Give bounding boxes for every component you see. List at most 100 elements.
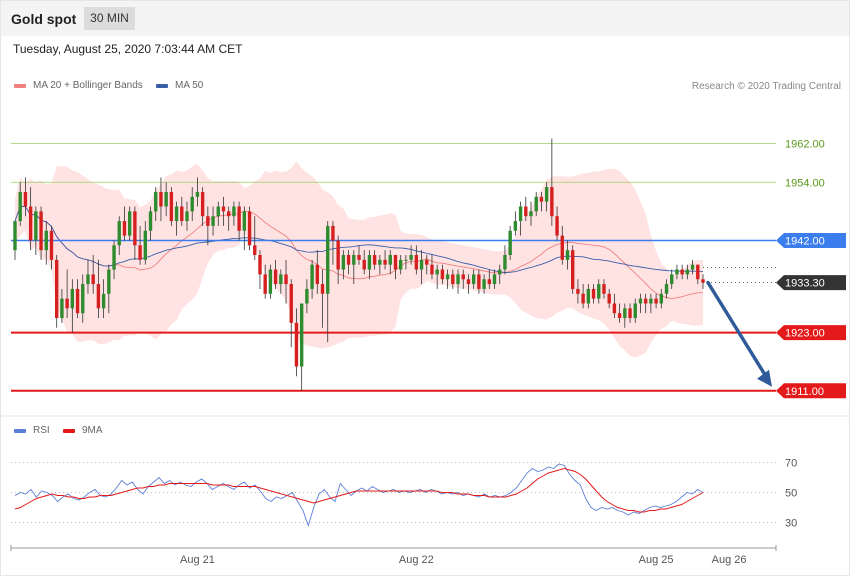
- candle-down: [263, 274, 267, 294]
- candle-up: [299, 303, 304, 367]
- candle-up: [690, 264, 695, 270]
- candle-down: [91, 274, 95, 285]
- candle-up: [18, 191, 22, 222]
- candle-down: [221, 206, 226, 212]
- candle-down: [336, 240, 340, 270]
- candle-down: [643, 298, 648, 304]
- instrument-title: Gold spot: [11, 11, 77, 27]
- candle-up: [211, 216, 215, 226]
- candle-up: [482, 279, 486, 289]
- candle-down: [414, 255, 419, 270]
- candle-up: [508, 230, 512, 255]
- candle-up: [435, 269, 439, 275]
- candle-up: [60, 298, 64, 319]
- rsi-level-label: 50: [785, 488, 797, 500]
- candle-up: [164, 191, 168, 207]
- candle-up: [529, 211, 533, 217]
- candle-up: [148, 211, 153, 231]
- candle-up: [544, 187, 549, 202]
- candle-down: [226, 211, 231, 217]
- candle-down: [461, 274, 465, 280]
- candle-up: [112, 245, 116, 270]
- candle-down: [440, 269, 445, 280]
- candle-up: [498, 269, 502, 275]
- candle-down: [576, 288, 580, 294]
- candle-down: [539, 196, 544, 202]
- candle-up: [216, 206, 220, 217]
- candle-down: [393, 255, 398, 270]
- rsi-ma-line: [14, 467, 704, 513]
- level-tag-1923-00: [776, 325, 846, 341]
- candle-up: [232, 206, 236, 217]
- candle-down: [169, 191, 174, 222]
- candle-up: [649, 298, 653, 304]
- candle-down: [581, 293, 585, 304]
- candle-up: [503, 255, 507, 270]
- candle-down: [555, 216, 559, 236]
- candle-down: [430, 264, 434, 275]
- candle-up: [190, 196, 194, 212]
- candle-down: [331, 225, 335, 241]
- candle-down: [65, 298, 69, 309]
- level-labels: 1962.00 1954.00 1942.00 1933.30 1923.00 1911.…: [776, 138, 846, 399]
- candle-down: [315, 264, 320, 285]
- legend-rsi-ma: 9MA: [63, 425, 103, 436]
- candle-up: [492, 274, 497, 285]
- candle-up: [367, 255, 372, 270]
- candle-up: [586, 288, 591, 304]
- header-bar: [0, 0, 850, 36]
- ma20-swatch-icon: [14, 83, 26, 88]
- credit-text: Research © 2020 Trading Central: [691, 81, 841, 92]
- legend-ma50-label: MA 50: [175, 80, 204, 91]
- candle-up: [13, 221, 17, 251]
- candle-down: [477, 274, 481, 289]
- candle-down: [696, 264, 700, 280]
- candle-up: [185, 211, 189, 222]
- candle-down: [206, 216, 210, 226]
- timestamp: Tuesday, August 25, 2020 7:03:44 AM CET: [13, 42, 243, 56]
- level-tag-1933-30: [776, 275, 846, 291]
- candle-down: [550, 187, 554, 217]
- candle-down: [122, 221, 127, 236]
- timeframe-badge[interactable]: 30 MIN: [84, 7, 135, 30]
- candle-down: [159, 191, 163, 207]
- candle-up: [471, 274, 476, 285]
- candle-up: [378, 259, 382, 265]
- candle-down: [602, 284, 606, 294]
- candle-up: [456, 274, 460, 285]
- candle-down: [425, 259, 429, 265]
- candle-down: [289, 284, 293, 323]
- candle-up: [305, 288, 309, 304]
- candle-up: [638, 298, 643, 304]
- candle-down: [362, 259, 366, 270]
- candle-down: [487, 279, 492, 285]
- candle-down: [75, 288, 80, 314]
- candle-down: [451, 274, 455, 285]
- candle-up: [81, 284, 85, 314]
- candle-up: [419, 259, 424, 270]
- candle-down: [273, 269, 278, 285]
- candle-up: [664, 284, 669, 294]
- candle-up: [86, 274, 90, 285]
- candle-up: [388, 255, 392, 265]
- candle-up: [534, 196, 538, 212]
- candle-up: [565, 250, 570, 260]
- rsi-level-label: 30: [785, 518, 797, 530]
- candle-up: [117, 221, 121, 246]
- legend-ma50: MA 50: [156, 80, 203, 91]
- candle-down: [372, 255, 377, 265]
- candle-down: [570, 250, 575, 289]
- candle-up: [268, 269, 273, 294]
- candle-down: [466, 279, 471, 285]
- candle-up: [195, 191, 200, 197]
- candle-down: [200, 191, 205, 217]
- candle-up: [127, 211, 132, 236]
- ma50-swatch-icon: [156, 83, 168, 88]
- candle-down: [253, 245, 257, 255]
- level-tag-1911-00: [776, 383, 846, 399]
- candle-up: [310, 264, 314, 289]
- candle-up: [174, 206, 179, 222]
- candle-down: [258, 255, 262, 275]
- level-label-1923-00: 1923.00: [785, 328, 825, 340]
